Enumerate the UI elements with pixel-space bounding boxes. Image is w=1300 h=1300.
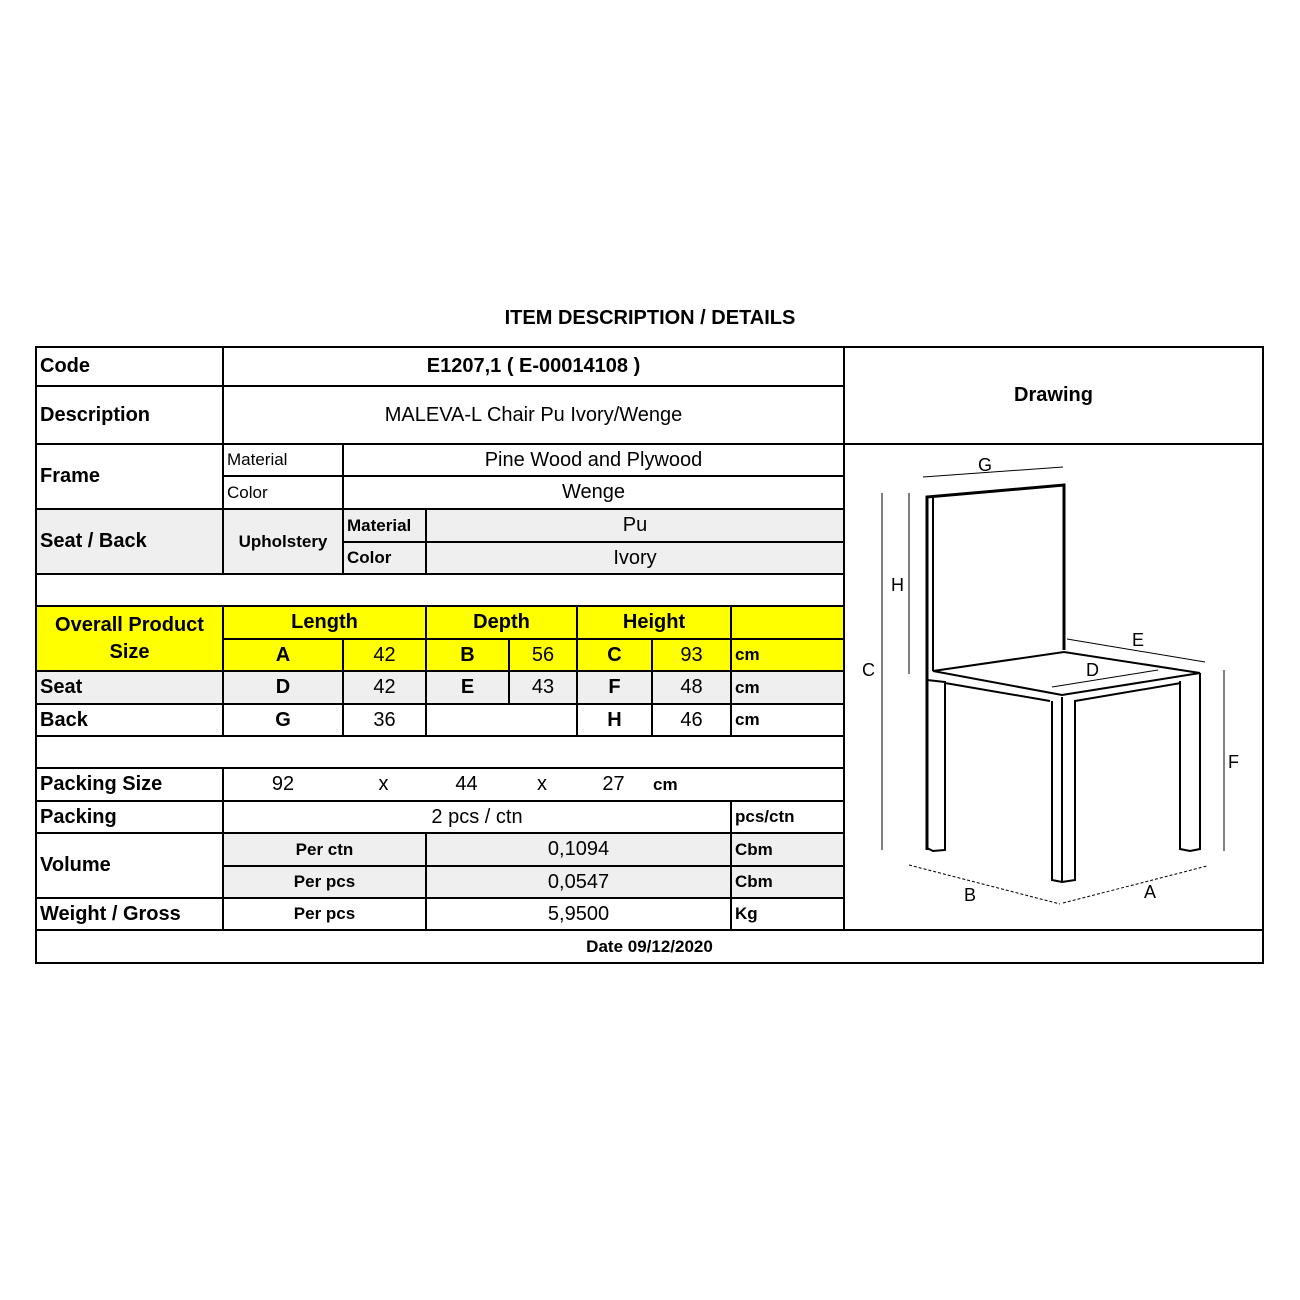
blank-header bbox=[732, 607, 843, 638]
packing-size-value: 92 x 44 x 27 cm bbox=[224, 769, 843, 800]
document-title: ITEM DESCRIPTION / DETAILS bbox=[504, 307, 796, 329]
dim-c-value: 93 bbox=[653, 640, 730, 670]
volume-per-ctn-value: 0,1094 bbox=[427, 834, 730, 865]
height-header: Height bbox=[578, 607, 730, 638]
dim-e-label: E bbox=[427, 672, 508, 703]
back-blank bbox=[427, 705, 576, 735]
seat-color-value: Ivory bbox=[427, 543, 843, 573]
packing-x: x bbox=[537, 773, 547, 795]
volume-per-pcs-value: 0,0547 bbox=[427, 867, 730, 897]
back-unit: cm bbox=[732, 705, 843, 735]
code-value: E1207,1 ( E-00014108 ) bbox=[224, 348, 843, 385]
packing-length: 92 bbox=[271, 773, 295, 795]
drawing-header: Drawing bbox=[845, 348, 1262, 443]
back-label: Back bbox=[37, 705, 222, 735]
overall-size-label: Overall Product Size bbox=[37, 607, 222, 670]
dim-label-d: D bbox=[1086, 660, 1099, 680]
dim-h-value: 46 bbox=[653, 705, 730, 735]
seat-back-label: Seat / Back bbox=[37, 510, 222, 573]
weight-per-pcs-label: Per pcs bbox=[224, 899, 425, 929]
packing-value: 2 pcs / ctn bbox=[224, 802, 730, 832]
dim-label-c: C bbox=[862, 660, 875, 680]
dim-label-f: F bbox=[1228, 752, 1239, 772]
volume-per-ctn-unit: Cbm bbox=[732, 834, 843, 865]
dim-g-label: G bbox=[224, 705, 342, 735]
spacer-row bbox=[37, 737, 843, 767]
dim-label-g: G bbox=[978, 455, 992, 475]
dim-h-label: H bbox=[578, 705, 651, 735]
dim-b-label: B bbox=[427, 640, 508, 670]
frame-material-value: Pine Wood and Plywood bbox=[344, 445, 843, 475]
frame-color-value: Wenge bbox=[344, 477, 843, 508]
seat-label: Seat bbox=[37, 672, 222, 703]
code-label: Code bbox=[37, 348, 222, 385]
volume-per-ctn-label: Per ctn bbox=[224, 834, 425, 865]
dim-a-value: 42 bbox=[344, 640, 425, 670]
dim-f-value: 48 bbox=[653, 672, 730, 703]
packing-x: x bbox=[378, 773, 389, 795]
dim-label-b: B bbox=[964, 885, 976, 905]
dim-label-a: A bbox=[1144, 882, 1156, 902]
dim-c-label: C bbox=[578, 640, 651, 670]
spacer-row bbox=[37, 575, 843, 605]
description-value: MALEVA-L Chair Pu Ivory/Wenge bbox=[224, 387, 843, 443]
dimension-lines bbox=[881, 466, 1225, 905]
volume-label: Volume bbox=[37, 834, 222, 897]
frame-material-label: Material bbox=[224, 445, 342, 475]
depth-header: Depth bbox=[427, 607, 576, 638]
seat-material-value: Pu bbox=[427, 510, 843, 541]
dim-a-label: A bbox=[224, 640, 342, 670]
dim-e-value: 43 bbox=[510, 672, 576, 703]
chair-drawing: G H C E D F B A bbox=[845, 445, 1262, 929]
description-label: Description bbox=[37, 387, 222, 443]
chair-outline bbox=[925, 483, 1201, 884]
weight-value: 5,9500 bbox=[427, 899, 730, 929]
packing-unit: pcs/ctn bbox=[732, 802, 843, 832]
volume-per-pcs-unit: Cbm bbox=[732, 867, 843, 897]
dim-f-label: F bbox=[578, 672, 651, 703]
dim-b-value: 56 bbox=[510, 640, 576, 670]
dim-g-value: 36 bbox=[344, 705, 425, 735]
seat-unit: cm bbox=[732, 672, 843, 703]
date: Date 09/12/2020 bbox=[37, 931, 1262, 962]
weight-label: Weight / Gross bbox=[37, 899, 222, 929]
packing-height: 27 bbox=[602, 773, 625, 795]
length-header: Length bbox=[224, 607, 425, 638]
frame-label: Frame bbox=[37, 445, 222, 508]
packing-label: Packing bbox=[37, 802, 222, 832]
overall-unit: cm bbox=[732, 640, 843, 670]
seat-material-label: Material bbox=[344, 510, 425, 541]
packing-size-unit: cm bbox=[653, 774, 678, 794]
dim-d-value: 42 bbox=[344, 672, 425, 703]
dim-label-h: H bbox=[891, 575, 904, 595]
weight-unit: Kg bbox=[732, 899, 843, 929]
chair-dimension-diagram: G H C E D F B A bbox=[862, 455, 1239, 905]
frame-color-label: Color bbox=[224, 477, 342, 508]
spec-table: Code E1207,1 ( E-00014108 ) Drawing Desc… bbox=[35, 346, 1264, 964]
packing-size-label: Packing Size bbox=[37, 769, 222, 800]
upholstery-label: Upholstery bbox=[224, 510, 342, 573]
dim-label-e: E bbox=[1132, 630, 1144, 650]
dim-d-label: D bbox=[224, 672, 342, 703]
packing-width: 44 bbox=[455, 773, 478, 795]
volume-per-pcs-label: Per pcs bbox=[224, 867, 425, 897]
seat-color-label: Color bbox=[344, 543, 425, 573]
